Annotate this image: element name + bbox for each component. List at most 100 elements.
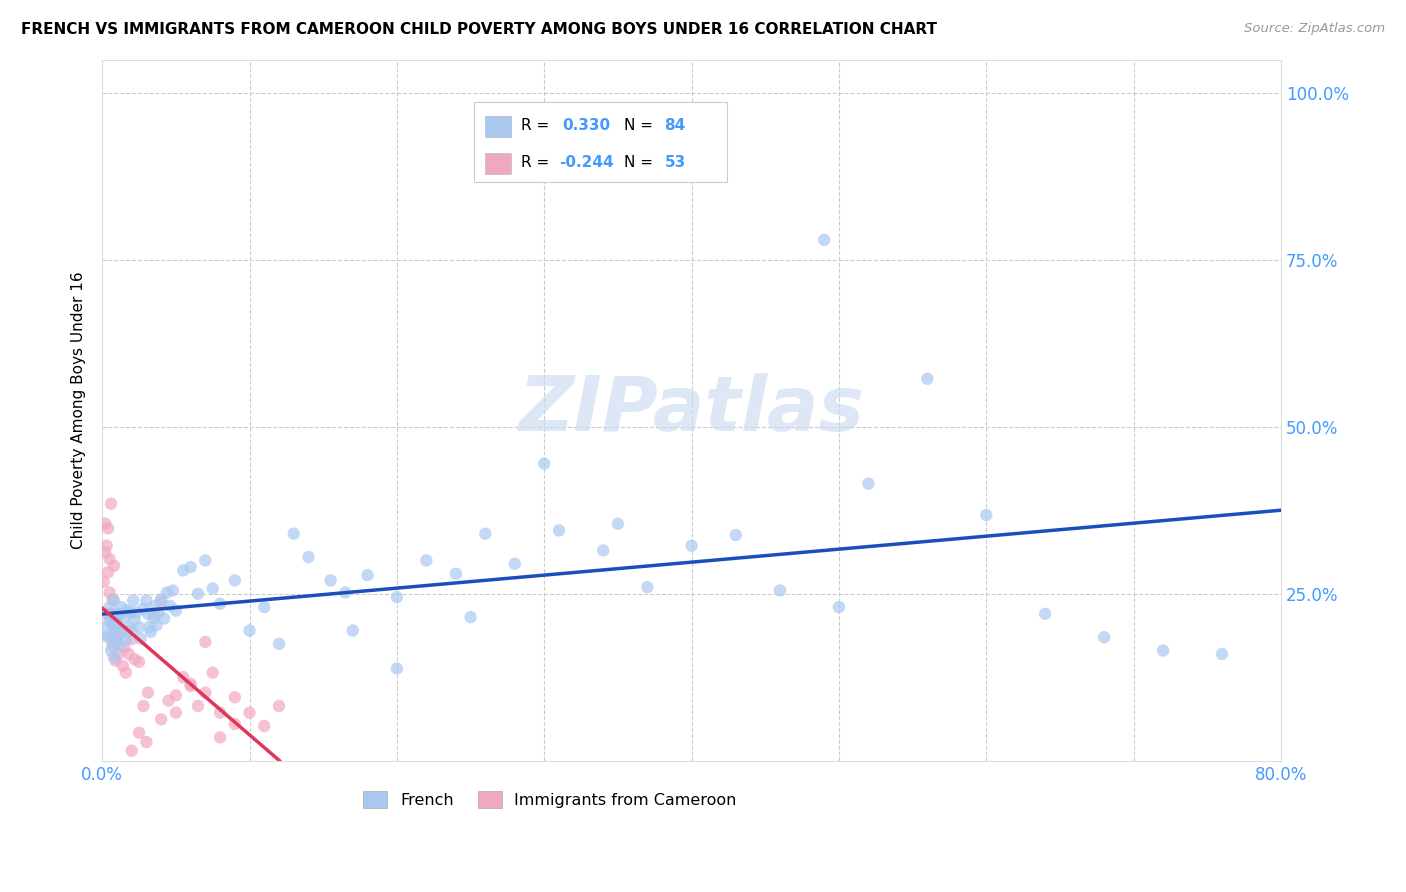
Point	[104, 612, 127, 626]
Point	[111, 659, 134, 673]
Point	[125, 606, 148, 620]
Text: FRENCH VS IMMIGRANTS FROM CAMEROON CHILD POVERTY AMONG BOYS UNDER 16 CORRELATION: FRENCH VS IMMIGRANTS FROM CAMEROON CHILD…	[21, 22, 936, 37]
Point	[165, 688, 187, 702]
Point	[194, 553, 217, 567]
Point	[98, 585, 121, 599]
Point	[96, 624, 118, 638]
Point	[103, 650, 125, 665]
Text: 0.330: 0.330	[562, 118, 610, 133]
Text: 84: 84	[665, 118, 686, 133]
Point	[96, 607, 118, 621]
Point	[121, 624, 143, 638]
Point	[180, 560, 202, 574]
Point	[769, 583, 792, 598]
Point	[105, 616, 128, 631]
Point	[153, 611, 176, 625]
Point	[143, 599, 166, 613]
Point	[138, 620, 160, 634]
Point	[100, 497, 122, 511]
Point	[172, 563, 194, 577]
Point	[172, 670, 194, 684]
Point	[224, 717, 246, 731]
Point	[142, 611, 165, 625]
Point	[165, 603, 187, 617]
Point	[385, 590, 408, 604]
Point	[110, 600, 132, 615]
Text: N =: N =	[624, 118, 654, 133]
Point	[93, 574, 115, 589]
Point	[100, 607, 122, 621]
Point	[156, 585, 179, 599]
Point	[1033, 607, 1056, 621]
Point	[136, 685, 159, 699]
Point	[415, 553, 437, 567]
Point	[813, 233, 835, 247]
Point	[98, 600, 121, 615]
Y-axis label: Child Poverty Among Boys Under 16: Child Poverty Among Boys Under 16	[72, 271, 86, 549]
Point	[209, 731, 232, 745]
Point	[114, 632, 136, 647]
Point	[97, 521, 120, 535]
Point	[974, 508, 997, 522]
Point	[606, 516, 628, 531]
Point	[201, 582, 224, 596]
Point	[110, 625, 132, 640]
Point	[101, 616, 124, 631]
Point	[100, 607, 122, 621]
Point	[121, 632, 143, 647]
Point	[107, 647, 129, 661]
Point	[136, 607, 159, 621]
Point	[201, 665, 224, 680]
Point	[224, 574, 246, 588]
Point	[150, 595, 173, 609]
Point	[356, 568, 378, 582]
Point	[105, 632, 128, 647]
Point	[165, 706, 187, 720]
Point	[135, 735, 157, 749]
Point	[114, 665, 136, 680]
Text: -0.244: -0.244	[560, 155, 614, 170]
Point	[283, 526, 305, 541]
Point	[142, 607, 165, 621]
Point	[209, 597, 232, 611]
Point	[132, 698, 155, 713]
Point	[97, 566, 120, 580]
Point	[128, 655, 150, 669]
Point	[180, 679, 202, 693]
Point	[636, 580, 658, 594]
Point	[194, 635, 217, 649]
Point	[103, 593, 125, 607]
Point	[319, 574, 342, 588]
Point	[267, 637, 290, 651]
Point	[98, 614, 121, 628]
Text: 53: 53	[665, 155, 686, 170]
Point	[385, 662, 408, 676]
Point	[474, 526, 496, 541]
Point	[97, 630, 120, 644]
Point	[180, 677, 202, 691]
Point	[101, 633, 124, 648]
Point	[681, 539, 703, 553]
Point	[917, 372, 939, 386]
Text: Source: ZipAtlas.com: Source: ZipAtlas.com	[1244, 22, 1385, 36]
Point	[460, 610, 482, 624]
Point	[162, 583, 184, 598]
Point	[121, 744, 143, 758]
Point	[342, 624, 364, 638]
Point	[267, 698, 290, 713]
FancyBboxPatch shape	[485, 116, 512, 136]
Point	[150, 592, 173, 607]
Point	[128, 725, 150, 739]
Point	[103, 620, 125, 634]
Point	[145, 618, 167, 632]
Point	[96, 539, 118, 553]
Point	[101, 639, 124, 653]
Point	[157, 693, 180, 707]
Point	[98, 552, 121, 566]
Point	[148, 606, 170, 620]
Point	[828, 600, 851, 615]
Point	[117, 603, 139, 617]
Point	[724, 528, 747, 542]
Point	[253, 719, 276, 733]
Point	[238, 706, 260, 720]
